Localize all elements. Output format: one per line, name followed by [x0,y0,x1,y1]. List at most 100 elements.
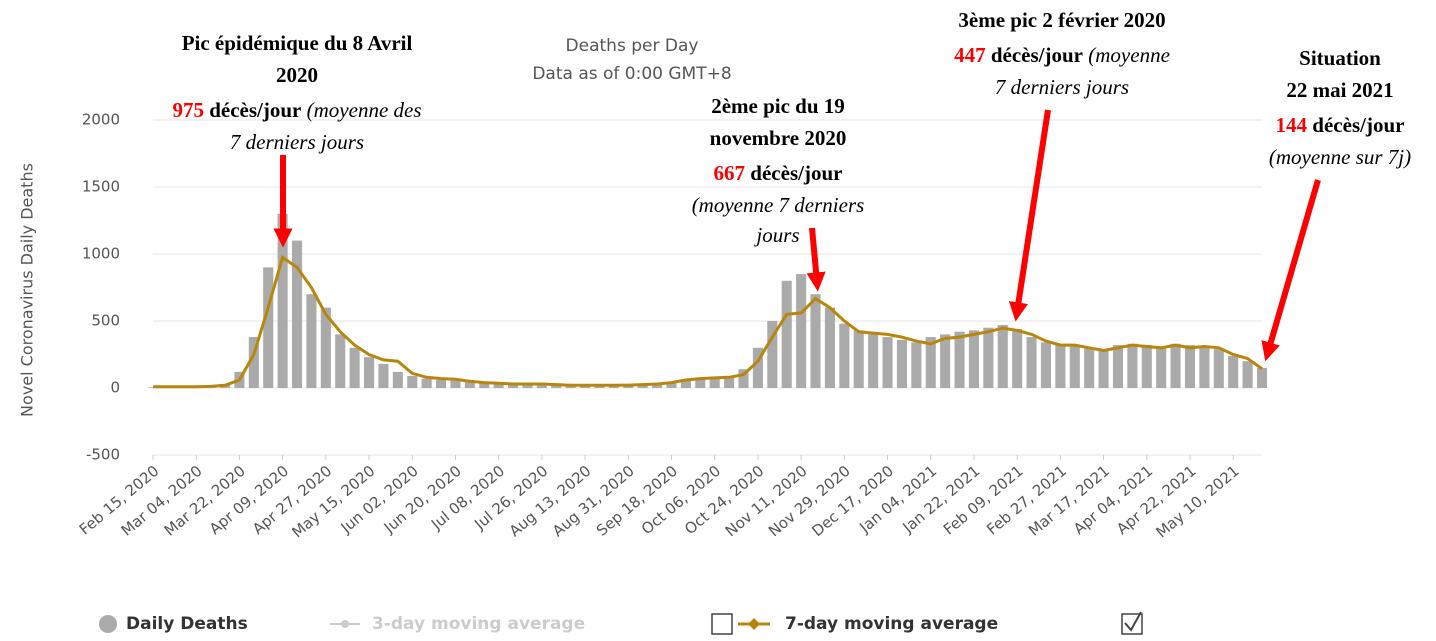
bar [940,334,951,388]
legend-label: Daily Deaths [126,614,248,634]
annotation-title: Situation [1299,46,1381,70]
annotation-part: (moyenne des [307,98,422,122]
bar [882,337,893,388]
legend-marker [99,615,117,633]
bar [695,377,706,388]
bar [796,274,807,388]
y-tick-label: 1000 [82,245,120,263]
checkmark [1124,611,1142,632]
legend: Daily Deaths 3-day moving average 7-day mo… [99,611,1143,635]
annotation-title: 3ème pic 2 février 2020 [958,8,1165,32]
bar [1228,355,1239,388]
y-axis-label: Novel Coronavirus Daily Deaths [18,163,37,417]
annotation-part: 447 [954,43,986,67]
arrows [273,109,1321,362]
bar [853,330,864,388]
bar [421,378,432,388]
bar [450,380,461,388]
bar [1112,345,1124,388]
bar [1127,343,1138,388]
bar [652,383,663,388]
bar [536,384,547,388]
annotations: Pic épidémique du 8 Avril 2020 975 décès/j… [172,8,1411,247]
bar [551,384,562,388]
bar [464,381,475,388]
bar [954,331,965,388]
y-tick-label: 1500 [82,178,120,196]
annotation-note: jours [753,223,799,247]
legend-marker [341,620,349,628]
annotation-value-line: 144 décès/jour [1276,113,1405,137]
bar [493,383,504,388]
bar [263,267,274,388]
bar [1242,361,1253,388]
line [153,254,1263,389]
bar [1055,343,1066,388]
annotation-note: (moyenne 7 derniers [692,193,865,217]
annotation-part: décès/jour [991,43,1083,67]
bar [1213,349,1224,388]
bar [824,307,835,388]
bar [839,323,850,388]
bar [1141,345,1152,388]
annotation-part: décès/jour [1312,113,1404,137]
bar [1170,343,1181,388]
arrow [1008,109,1051,322]
annotation-title: 2020 [276,63,318,87]
y-tick-label: 0 [110,379,120,397]
bar [1012,329,1023,388]
annotation-value-line: 447 décès/jour (moyenne [954,43,1170,67]
annotation-part: 144 [1276,113,1308,137]
bar [291,240,303,388]
bar [637,384,648,388]
bar [738,369,749,388]
bar [752,347,763,388]
bar [724,375,735,388]
annotation-note: 7 derniers jours [995,75,1129,99]
legend-label: 3-day moving average [372,614,585,634]
y-tick-label: 2000 [82,111,120,129]
bar [1156,346,1167,388]
bar [781,280,792,388]
bar [911,342,922,388]
bar [378,363,389,388]
annotation-part: décès/jour [209,98,301,122]
bar [248,337,259,388]
bar [320,307,331,388]
bar [810,294,821,388]
bar [392,371,403,388]
bar [709,377,720,388]
y-tick-label: 500 [91,312,120,330]
bar [306,294,317,388]
bar [1256,367,1268,388]
annotation-part: 667 [714,161,746,185]
annotation-title: 2ème pic du 19 [711,94,845,118]
bar [925,337,936,388]
bar [1184,345,1196,388]
bar [335,334,346,388]
legend-marker [748,618,760,630]
bar [363,357,375,388]
annotation-value-line: 667 décès/jour [714,161,843,185]
chart-title: Deaths per Day [566,36,699,56]
bar [522,383,533,388]
bar [407,375,418,388]
bar [680,379,691,388]
annotation-part: décès/jour [750,161,842,185]
bar [1098,349,1109,388]
checkbox[interactable] [711,613,733,635]
bar [1026,337,1037,388]
bar [1040,342,1052,388]
annotation-note: (moyenne sur 7j) [1269,145,1411,169]
annotation-part: 975 [172,98,204,122]
bar [1199,347,1210,388]
bar [277,213,288,388]
bar [896,339,907,388]
bar [349,347,360,388]
annotation-title: Pic épidémique du 8 Avril [182,31,413,55]
bar [997,325,1008,388]
annotation-title: novembre 2020 [710,126,847,150]
bar [983,327,994,388]
